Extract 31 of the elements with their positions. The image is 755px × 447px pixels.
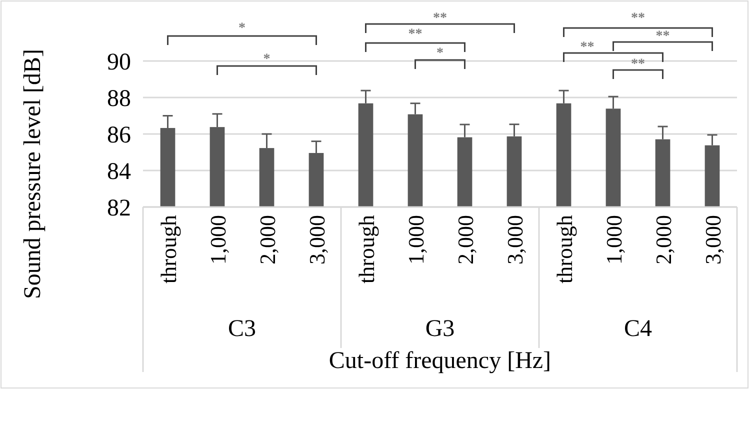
text: ** (433, 10, 447, 26)
text: ** (580, 40, 594, 55)
y-tick-label: 88 (107, 86, 131, 112)
x-tick-label: through (156, 215, 181, 284)
x-tick-label: 2,000 (650, 215, 676, 264)
text: C3 (228, 316, 256, 342)
x-axis-title: Cut-off frequency [Hz] (328, 348, 552, 374)
text: G3 (425, 316, 455, 342)
annotation: ** (631, 56, 645, 72)
y-tick-label: 86 (107, 122, 131, 148)
text: * (436, 46, 444, 61)
x-tick-label: 3,000 (304, 215, 330, 264)
y-tick-label: 84 (107, 158, 131, 185)
text: * (238, 20, 246, 36)
y-axis-title: Sound pressure level [dB] (20, 49, 46, 299)
y-tick-label: 90 (107, 49, 131, 76)
x-tick-label: 1,000 (403, 215, 428, 264)
x-tick-label: through (552, 215, 577, 284)
text: ** (656, 28, 670, 44)
text: ** (408, 26, 422, 42)
x-tick-label: 1,000 (205, 215, 230, 264)
y-tick-label: 82 (107, 195, 131, 222)
x-tick-label: 2,000 (254, 215, 280, 264)
x-tick-label: through (354, 215, 379, 284)
x-tick-label: 3,000 (700, 215, 726, 264)
text: C4 (624, 316, 652, 342)
x-tick-label: 1,000 (601, 215, 626, 264)
x-tick-label: 2,000 (452, 215, 478, 264)
annotation: * (263, 52, 270, 67)
x-tick-label: 3,000 (502, 215, 528, 264)
text: ** (631, 10, 645, 26)
